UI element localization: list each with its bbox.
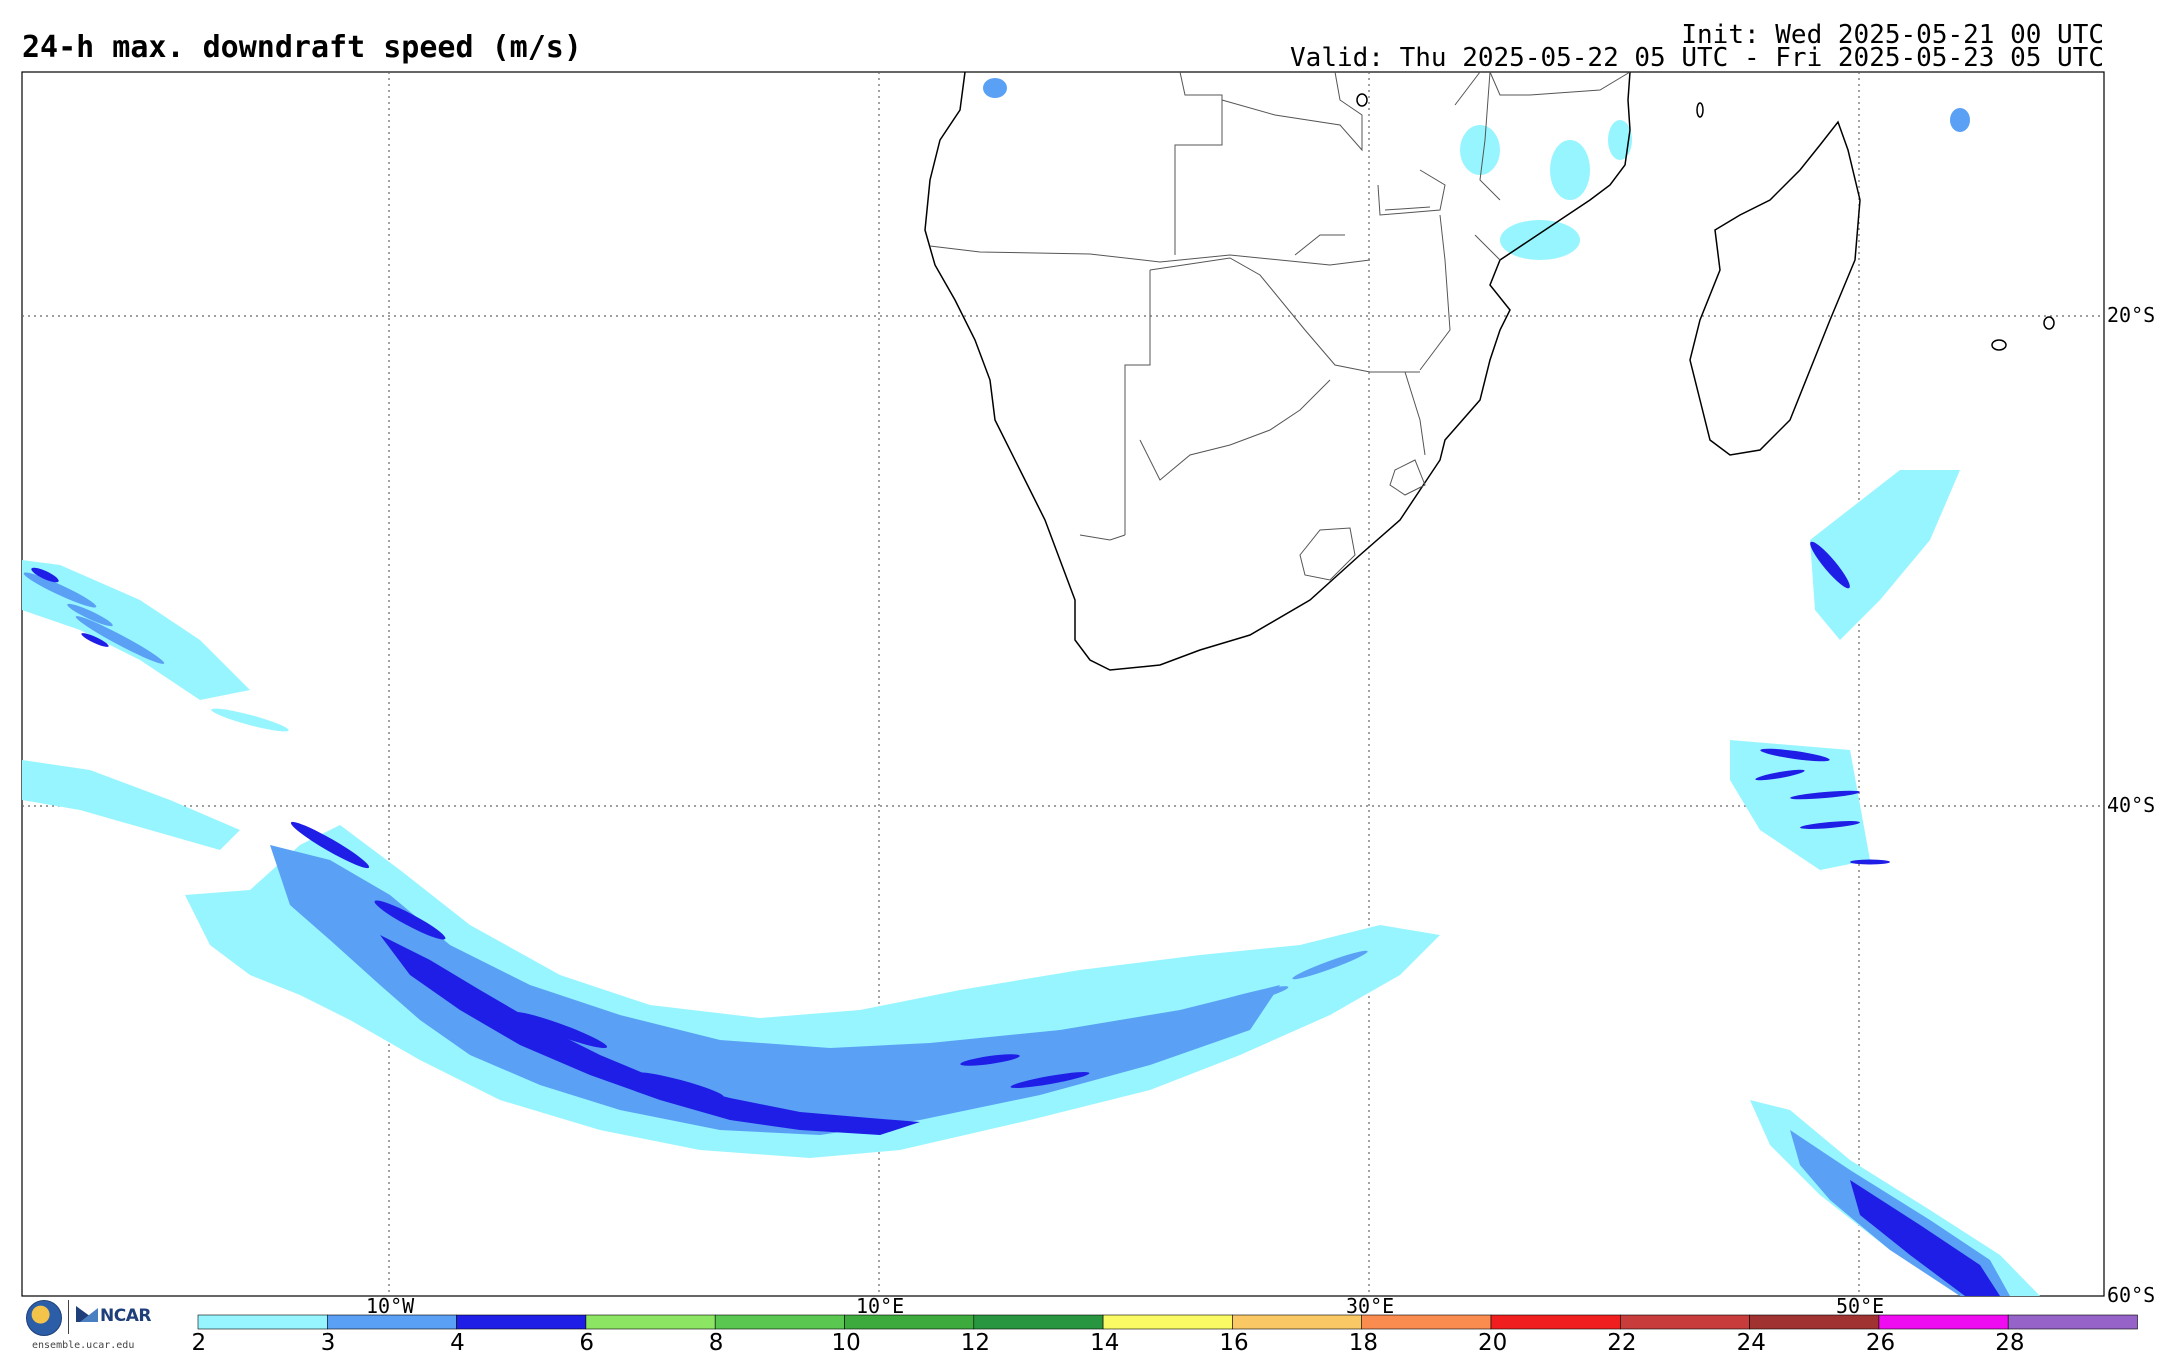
field-band-mid (270, 845, 1280, 1135)
colorbar-tick-label: 10 (831, 1330, 861, 1356)
logo-divider (68, 1300, 69, 1334)
colorbar-tick-label: 12 (960, 1330, 991, 1356)
lon-label-30e: 30°E (1346, 1294, 1395, 1318)
field-band-light (185, 825, 1440, 1158)
ncar-logo-text: NCAR (100, 1306, 151, 1326)
init-time: Init: Wed 2025-05-21 00 UTC (1681, 20, 2104, 50)
lon-label-50e: 50°E (1836, 1294, 1885, 1318)
downdraft-field (22, 78, 2040, 1296)
colorbar-tick-label: 28 (1995, 1330, 2025, 1356)
site-url: ensemble.ucar.edu (32, 1340, 135, 1351)
field-band-dark (380, 935, 920, 1135)
colorbar-segment (326, 1314, 457, 1330)
colorbar-segment (1878, 1314, 2009, 1330)
lat-label-20s: 20°S (2107, 303, 2156, 327)
colorbar-segment (585, 1314, 716, 1330)
colorbar-tick-label: 24 (1736, 1330, 1766, 1356)
colorbar-segment (1232, 1314, 1363, 1330)
colorbar-tick-label: 18 (1348, 1330, 1378, 1356)
colorbar-segment (2007, 1314, 2138, 1330)
lon-label-10w: 10°W (366, 1294, 415, 1318)
colorbar-tick-label: 2 (191, 1330, 207, 1356)
lat-label-60s: 60°S (2107, 1283, 2156, 1307)
colorbar-tick-label: 3 (320, 1330, 336, 1356)
colorbar-tick-label: 20 (1478, 1330, 1508, 1356)
ncar-mark-icon (76, 1306, 98, 1322)
colorbar-segment (1620, 1314, 1750, 1330)
coastlines (924, 71, 2055, 671)
colorbar-segment (714, 1314, 845, 1330)
colorbar-segment (197, 1314, 328, 1330)
colorbar-tick-label: 8 (708, 1330, 724, 1356)
colorbar-segment (1102, 1314, 1233, 1330)
colorbar-segment (1361, 1314, 1492, 1330)
lat-label-40s: 40°S (2107, 793, 2156, 817)
colorbar-tick-label: 26 (1865, 1330, 1896, 1356)
colorbar-segment (1749, 1314, 1880, 1330)
colorbar-tick-label: 14 (1090, 1330, 1120, 1356)
colorbar-segment (973, 1314, 1104, 1330)
colorbar-tick-label: 22 (1607, 1330, 1637, 1356)
colorbar-tick-label: 4 (450, 1330, 465, 1356)
colorbar-segment (1490, 1314, 1621, 1330)
map-title: 24-h max. downdraft speed (m/s) (22, 30, 582, 65)
logo-block: NCAR ensemble.ucar.edu (22, 1298, 162, 1354)
lon-label-10e: 10°E (856, 1294, 905, 1318)
field-se-dark (1850, 1180, 2000, 1296)
valid-time: Valid: Thu 2025-05-22 05 UTC - Fri 2025-… (1290, 43, 2104, 73)
country-borders (929, 71, 1631, 581)
colorbar-tick-label: 16 (1219, 1330, 1249, 1356)
colorbar-segment (844, 1314, 975, 1330)
colorbar-segment (456, 1314, 587, 1330)
colorbar-tick-label: 6 (579, 1330, 595, 1356)
nsf-logo (26, 1300, 62, 1336)
